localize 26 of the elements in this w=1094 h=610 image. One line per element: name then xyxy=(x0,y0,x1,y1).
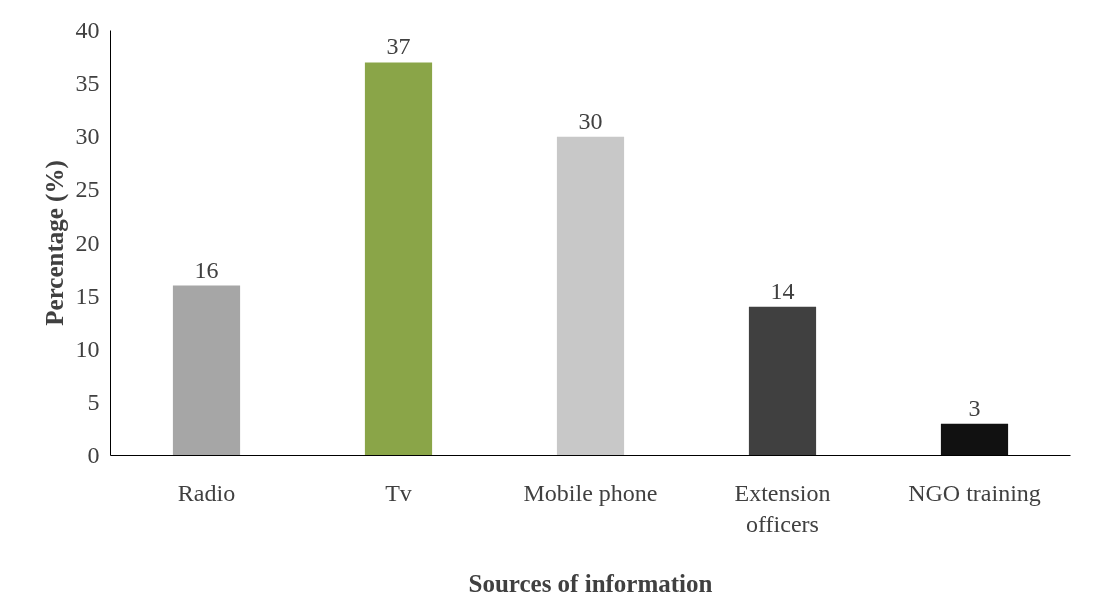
x-tick-label: Mobile phone xyxy=(523,479,658,506)
bar xyxy=(556,136,625,456)
y-tick-label: 30 xyxy=(75,123,100,150)
data-label: 30 xyxy=(578,107,603,134)
data-label: 3 xyxy=(968,394,981,421)
y-tick-label: 35 xyxy=(75,70,100,97)
y-tick-label: 0 xyxy=(87,442,100,468)
bar xyxy=(172,285,241,456)
y-tick-label: 10 xyxy=(75,335,100,362)
y-tick-label: 20 xyxy=(75,229,100,256)
bar xyxy=(748,306,817,456)
x-tick-label: Radio xyxy=(177,479,236,506)
y-tick-label: 15 xyxy=(75,282,100,309)
data-label: 37 xyxy=(386,33,411,60)
x-tick-label: Extension officers xyxy=(734,479,831,537)
x-tick-label: NGO training xyxy=(908,479,1041,506)
y-tick-label: 25 xyxy=(75,176,100,203)
bar xyxy=(364,62,433,456)
x-axis-title: Sources of information xyxy=(468,569,713,597)
y-tick-label: 40 xyxy=(75,17,100,43)
bar xyxy=(940,423,1009,456)
data-label: 16 xyxy=(194,256,219,283)
y-axis-title: Percentage (%) xyxy=(40,160,69,326)
data-label: 14 xyxy=(770,277,795,304)
y-tick-label: 5 xyxy=(87,388,100,415)
x-tick-label: Tv xyxy=(385,479,412,506)
